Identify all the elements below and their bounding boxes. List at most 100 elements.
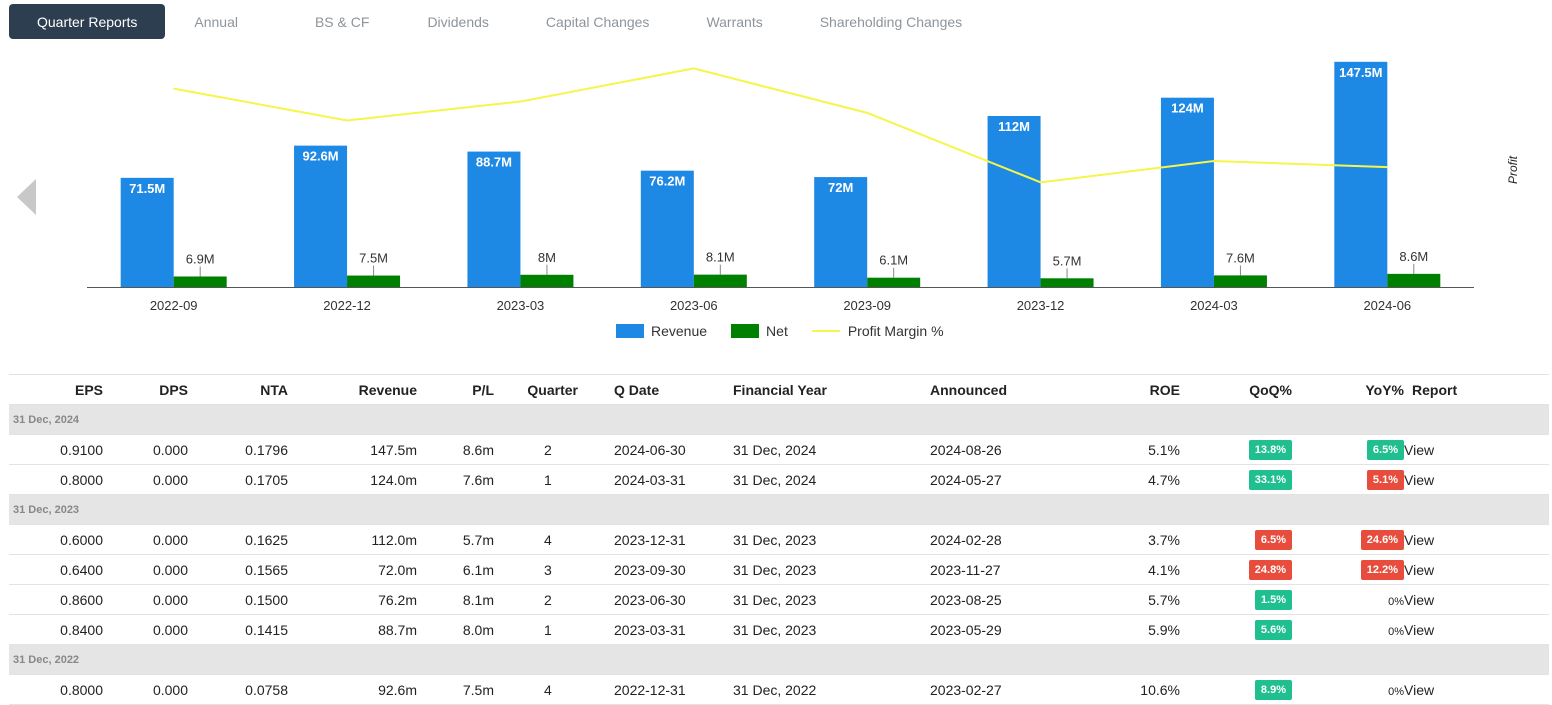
legend-item-profit-margin[interactable]: Profit Margin % <box>811 323 944 339</box>
revenue-bar <box>294 145 348 287</box>
cell-roe: 4.1% <box>1100 554 1180 585</box>
col-header-quarter[interactable]: Quarter <box>494 374 578 405</box>
profit-margin-point <box>346 119 348 121</box>
chart-prev-arrow-icon[interactable] <box>17 179 36 215</box>
table-header-row: EPS DPS NTA Revenue P/L Quarter Q Date F… <box>9 374 1549 405</box>
y2-axis-title: Profit <box>1506 156 1520 185</box>
cell-financial-year: 31 Dec, 2023 <box>733 584 930 615</box>
qoq-badge: 13.8% <box>1248 439 1292 460</box>
cell-dps: 0.000 <box>103 674 188 705</box>
net-bar-label: 8.6M <box>1399 249 1428 264</box>
revenue-bar <box>814 177 868 287</box>
cell-q-date: 2024-06-30 <box>578 434 733 465</box>
cell-roe: 4.7% <box>1100 464 1180 495</box>
cell-pl: 8.1m <box>417 584 494 615</box>
cell-roe: 5.7% <box>1100 584 1180 615</box>
cell-yoy: 5.1% <box>1292 464 1404 495</box>
col-header-yoy[interactable]: YoY% <box>1292 374 1404 405</box>
view-report-link[interactable]: View <box>1404 584 1549 615</box>
profit-margin-point <box>173 88 175 90</box>
cell-yoy: 24.6% <box>1292 524 1404 555</box>
yoy-badge: 0% <box>1388 595 1404 608</box>
col-header-pl[interactable]: P/L <box>417 374 494 405</box>
table-row: 0.8400 0.000 0.1415 88.7m 8.0m 1 2023-03-31 31 … <box>9 614 1549 645</box>
cell-financial-year: 31 Dec, 2023 <box>733 614 930 645</box>
profit-margin-point <box>519 101 521 103</box>
col-header-roe[interactable]: ROE <box>1100 374 1180 405</box>
net-bar <box>1387 273 1441 287</box>
view-report-link[interactable]: View <box>1404 674 1549 705</box>
legend-label-profit-margin: Profit Margin % <box>847 323 944 339</box>
legend-label-net: Net <box>766 323 788 339</box>
table-row: 0.8000 0.000 0.1705 124.0m 7.6m 1 2024-03-31 31… <box>9 464 1549 495</box>
net-bar-label: 6.9M <box>186 251 215 266</box>
cell-eps: 0.8400 <box>9 614 103 645</box>
cell-revenue: 124.0m <box>288 464 417 495</box>
tab-annual[interactable]: Annual <box>194 13 238 30</box>
cell-dps: 0.000 <box>103 434 188 465</box>
cell-revenue: 72.0m <box>288 554 417 585</box>
cell-announced: 2024-02-28 <box>930 524 1100 555</box>
tab-dividends[interactable]: Dividends <box>427 13 489 30</box>
col-header-eps[interactable]: EPS <box>9 374 103 405</box>
qoq-badge: 6.5% <box>1254 529 1292 550</box>
cell-announced: 2023-05-29 <box>930 614 1100 645</box>
net-bar-label: 6.1M <box>879 253 908 268</box>
revenue-bar <box>467 151 521 287</box>
x-tick-label: 2022-09 <box>150 298 198 313</box>
cell-dps: 0.000 <box>103 464 188 495</box>
col-header-revenue[interactable]: Revenue <box>288 374 417 405</box>
yoy-badge: 5.1% <box>1366 469 1404 490</box>
col-header-q-date[interactable]: Q Date <box>578 374 733 405</box>
profit-margin-point <box>1386 166 1388 168</box>
cell-announced: 2024-05-27 <box>930 464 1100 495</box>
revenue-bar-label: 88.7M <box>476 155 512 170</box>
col-header-dps[interactable]: DPS <box>103 374 188 405</box>
cell-nta: 0.1565 <box>188 554 288 585</box>
cell-eps: 0.8600 <box>9 584 103 615</box>
cell-yoy: 0% <box>1292 674 1404 705</box>
cell-quarter: 2 <box>494 584 578 615</box>
col-header-nta[interactable]: NTA <box>188 374 288 405</box>
legend-swatch-revenue <box>616 324 644 338</box>
tab-warrants[interactable]: Warrants <box>706 13 763 30</box>
table-row: 0.9100 0.000 0.1796 147.5m 8.6m 2 2024-06-30 31… <box>9 434 1549 465</box>
view-report-link[interactable]: View <box>1404 614 1549 645</box>
cell-quarter: 1 <box>494 464 578 495</box>
cell-dps: 0.000 <box>103 614 188 645</box>
col-header-financial-year[interactable]: Financial Year <box>733 374 930 405</box>
table-row: 0.6400 0.000 0.1565 72.0m 6.1m 3 2023-09-30 31 … <box>9 554 1549 585</box>
col-header-report[interactable]: Report <box>1404 374 1549 405</box>
legend-item-revenue[interactable]: Revenue <box>616 323 707 339</box>
tab-shareholding-changes[interactable]: Shareholding Changes <box>819 13 963 30</box>
cell-q-date: 2023-06-30 <box>578 584 733 615</box>
col-header-qoq[interactable]: QoQ% <box>1180 374 1292 405</box>
legend-item-net[interactable]: Net <box>731 323 788 339</box>
tab-bs-cf[interactable]: BS & CF <box>314 13 370 30</box>
x-tick-label: 2023-12 <box>1017 298 1065 313</box>
col-header-announced[interactable]: Announced <box>930 374 1100 405</box>
yoy-badge: 0% <box>1388 625 1404 638</box>
profit-margin-line <box>173 67 1388 184</box>
revenue-bar <box>1334 61 1388 287</box>
view-report-link[interactable]: View <box>1404 554 1549 585</box>
cell-nta: 0.1500 <box>188 584 288 615</box>
view-report-link[interactable]: View <box>1404 464 1549 495</box>
cell-pl: 7.6m <box>417 464 494 495</box>
net-bar <box>1213 275 1267 287</box>
tab-capital-changes[interactable]: Capital Changes <box>545 13 650 30</box>
revenue-bar-label: 112M <box>998 119 1030 134</box>
profit-margin-point <box>1040 181 1042 183</box>
view-report-link[interactable]: View <box>1404 434 1549 465</box>
cell-revenue: 76.2m <box>288 584 417 615</box>
cell-roe: 5.1% <box>1100 434 1180 465</box>
table-row: 0.8000 0.000 0.0758 92.6m 7.5m 4 2022-12-31 31 … <box>9 674 1549 705</box>
cell-financial-year: 31 Dec, 2022 <box>733 674 930 705</box>
tab-quarter-reports[interactable]: Quarter Reports <box>9 4 166 39</box>
cell-revenue: 112.0m <box>288 524 417 555</box>
cell-dps: 0.000 <box>103 554 188 585</box>
cell-revenue: 92.6m <box>288 674 417 705</box>
view-report-link[interactable]: View <box>1404 524 1549 555</box>
cell-pl: 6.1m <box>417 554 494 585</box>
cell-eps: 0.6400 <box>9 554 103 585</box>
